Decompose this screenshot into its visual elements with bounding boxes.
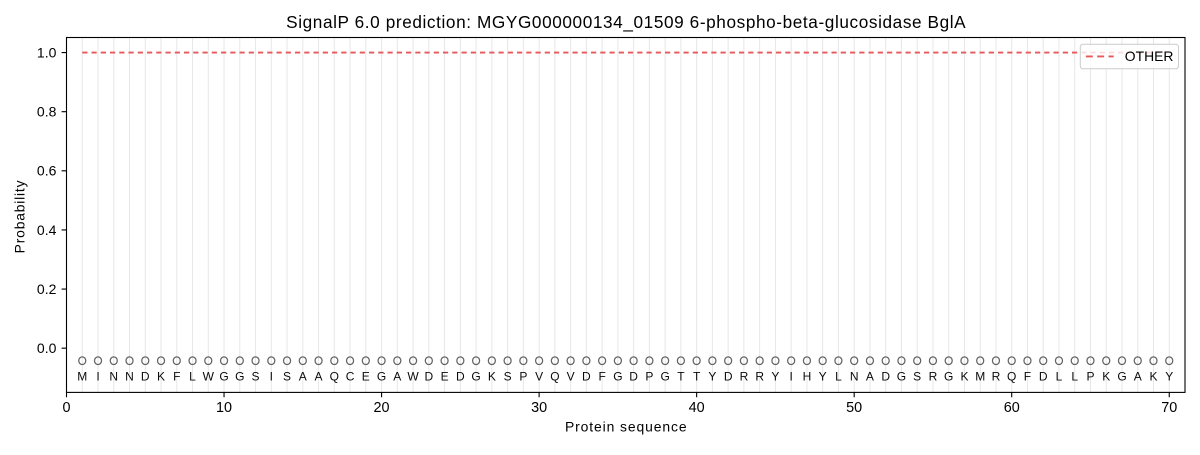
svg-text:Probability: Probability [11,180,27,254]
svg-text:S: S [252,370,260,384]
svg-text:K: K [1149,370,1157,384]
svg-text:G: G [897,370,906,384]
svg-text:G: G [377,370,386,384]
svg-text:S: S [504,370,512,384]
svg-text:A: A [315,370,323,384]
svg-text:N: N [109,370,118,384]
svg-text:D: D [629,370,638,384]
svg-text:H: H [803,370,812,384]
svg-text:G: G [660,370,669,384]
svg-text:P: P [645,370,653,384]
svg-text:Protein sequence: Protein sequence [565,419,688,435]
svg-text:0.2: 0.2 [37,281,57,297]
svg-text:Y: Y [819,370,827,384]
svg-text:E: E [362,370,370,384]
svg-text:I: I [270,370,273,384]
svg-text:Q: Q [330,370,339,384]
svg-text:F: F [598,370,605,384]
svg-text:G: G [613,370,622,384]
svg-text:N: N [850,370,859,384]
svg-text:D: D [424,370,433,384]
svg-text:Q: Q [1007,370,1016,384]
svg-text:T: T [677,370,685,384]
svg-text:L: L [835,370,842,384]
svg-text:30: 30 [531,400,547,416]
svg-text:D: D [456,370,465,384]
svg-text:W: W [203,370,215,384]
svg-text:G: G [219,370,228,384]
svg-text:D: D [724,370,733,384]
svg-text:R: R [929,370,938,384]
svg-text:G: G [944,370,953,384]
svg-text:T: T [693,370,701,384]
svg-text:M: M [77,370,87,384]
svg-text:V: V [535,370,543,384]
svg-text:G: G [471,370,480,384]
svg-text:W: W [407,370,419,384]
svg-text:G: G [235,370,244,384]
svg-text:K: K [488,370,496,384]
svg-text:K: K [1102,370,1110,384]
svg-text:V: V [567,370,575,384]
svg-text:E: E [441,370,449,384]
svg-text:R: R [755,370,764,384]
svg-text:Y: Y [1165,370,1173,384]
svg-text:K: K [960,370,968,384]
svg-text:N: N [125,370,134,384]
svg-text:1.0: 1.0 [37,45,57,61]
svg-text:0: 0 [62,400,70,416]
svg-text:10: 10 [216,400,232,416]
svg-text:L: L [1071,370,1078,384]
svg-text:R: R [992,370,1001,384]
svg-text:0.6: 0.6 [37,163,57,179]
svg-text:A: A [1134,370,1142,384]
svg-text:F: F [1024,370,1031,384]
svg-text:D: D [881,370,890,384]
svg-text:0.8: 0.8 [37,104,57,120]
svg-text:OTHER: OTHER [1125,48,1174,64]
svg-text:D: D [1039,370,1048,384]
svg-text:A: A [866,370,874,384]
svg-text:F: F [173,370,180,384]
svg-text:M: M [975,370,985,384]
svg-text:P: P [1086,370,1094,384]
svg-text:Y: Y [771,370,779,384]
svg-text:L: L [1056,370,1063,384]
svg-text:SignalP 6.0 prediction: MGYG00: SignalP 6.0 prediction: MGYG000000134_01… [286,12,966,32]
svg-text:40: 40 [689,400,705,416]
svg-text:20: 20 [374,400,390,416]
svg-text:D: D [141,370,150,384]
svg-text:K: K [157,370,165,384]
svg-text:G: G [1117,370,1126,384]
svg-text:A: A [299,370,307,384]
svg-text:L: L [189,370,196,384]
svg-text:70: 70 [1161,400,1177,416]
svg-text:D: D [582,370,591,384]
svg-text:S: S [913,370,921,384]
svg-text:S: S [283,370,291,384]
svg-text:P: P [519,370,527,384]
svg-text:50: 50 [846,400,862,416]
svg-text:0.0: 0.0 [37,340,57,356]
svg-text:I: I [789,370,792,384]
svg-text:Q: Q [550,370,559,384]
svg-text:Y: Y [708,370,716,384]
svg-text:R: R [740,370,749,384]
svg-text:I: I [96,370,99,384]
svg-text:C: C [346,370,355,384]
svg-text:60: 60 [1004,400,1020,416]
svg-text:A: A [393,370,401,384]
svg-text:0.4: 0.4 [37,222,57,238]
